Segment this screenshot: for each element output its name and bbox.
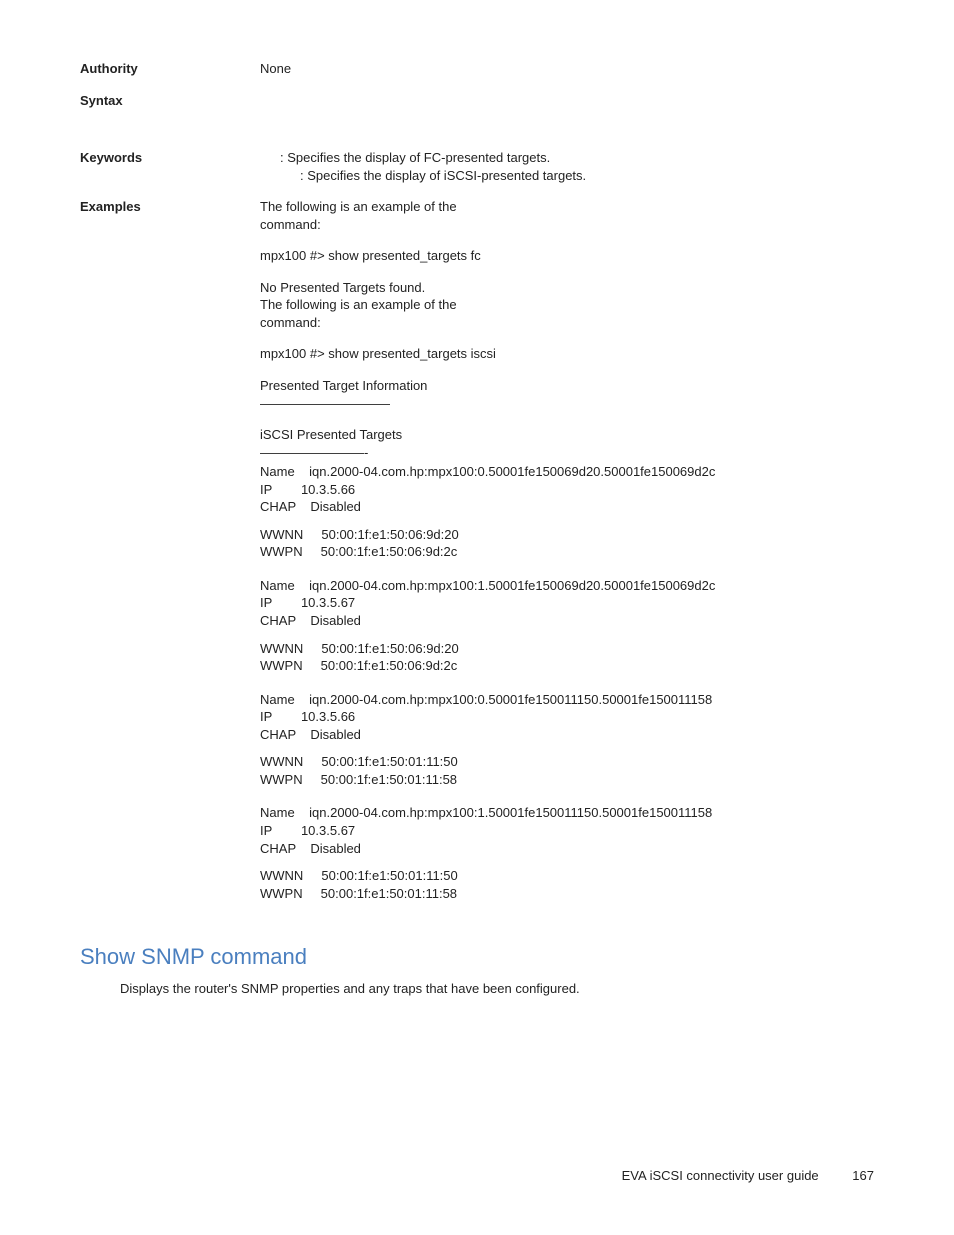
target-ip: IP 10.3.5.67 bbox=[260, 822, 874, 840]
target-chap: CHAP Disabled bbox=[260, 840, 874, 858]
example-intro-1-text: The following is an example of the bbox=[260, 199, 457, 214]
target-ww-block: WWNN 50:00:1f:e1:50:01:11:50 WWPN 50:00:… bbox=[260, 753, 874, 788]
example-intro-1: The following is an example of the comma… bbox=[260, 198, 874, 233]
example-cmd-2: mpx100 #> show presented_targets iscsi bbox=[260, 345, 874, 363]
target-chap: CHAP Disabled bbox=[260, 612, 874, 630]
target-name: Name iqn.2000-04.com.hp:mpx100:0.50001fe… bbox=[260, 463, 874, 481]
section-desc-show-snmp: Displays the router's SNMP properties an… bbox=[120, 980, 874, 998]
example-mid: No Presented Targets found. The followin… bbox=[260, 279, 874, 332]
keyword-fc: : Specifies the display of FC-presented … bbox=[260, 149, 874, 167]
pt-info-header: Presented Target Information bbox=[260, 377, 874, 395]
label-syntax: Syntax bbox=[80, 92, 260, 110]
target-block: Name iqn.2000-04.com.hp:mpx100:1.50001fe… bbox=[260, 804, 874, 857]
target-wwpn: WWPN 50:00:1f:e1:50:06:9d:2c bbox=[260, 543, 874, 561]
target-ip: IP 10.3.5.67 bbox=[260, 594, 874, 612]
keyword-iscsi: : Specifies the display of iSCSI-present… bbox=[260, 167, 874, 185]
target-wwpn: WWPN 50:00:1f:e1:50:06:9d:2c bbox=[260, 657, 874, 675]
target-wwpn: WWPN 50:00:1f:e1:50:01:11:58 bbox=[260, 885, 874, 903]
target-block: Name iqn.2000-04.com.hp:mpx100:0.50001fe… bbox=[260, 691, 874, 744]
target-wwnn: WWNN 50:00:1f:e1:50:06:9d:20 bbox=[260, 640, 874, 658]
target-ww-block: WWNN 50:00:1f:e1:50:06:9d:20 WWPN 50:00:… bbox=[260, 526, 874, 561]
footer-page-number: 167 bbox=[852, 1167, 874, 1185]
target-name: Name iqn.2000-04.com.hp:mpx100:1.50001fe… bbox=[260, 804, 874, 822]
iscsi-header-block: iSCSI Presented Targets ————————- bbox=[260, 426, 874, 461]
value-authority: None bbox=[260, 60, 874, 78]
target-name: Name iqn.2000-04.com.hp:mpx100:0.50001fe… bbox=[260, 691, 874, 709]
value-examples: The following is an example of the comma… bbox=[260, 198, 874, 902]
label-authority: Authority bbox=[80, 60, 260, 78]
target-wwnn: WWNN 50:00:1f:e1:50:01:11:50 bbox=[260, 867, 874, 885]
section-heading-show-snmp: Show SNMP command bbox=[80, 942, 874, 972]
target-block: Name iqn.2000-04.com.hp:mpx100:1.50001fe… bbox=[260, 577, 874, 630]
target-name: Name iqn.2000-04.com.hp:mpx100:1.50001fe… bbox=[260, 577, 874, 595]
pt-info-rule: —————————— bbox=[260, 395, 874, 413]
example-intro-2-text: The following is an example of the bbox=[260, 297, 457, 312]
row-keywords: Keywords : Specifies the display of FC-p… bbox=[80, 149, 874, 184]
example-cmd-1: mpx100 #> show presented_targets fc bbox=[260, 247, 874, 265]
row-authority: Authority None bbox=[80, 60, 874, 78]
footer-title: EVA iSCSI connectivity user guide bbox=[622, 1168, 819, 1183]
example-intro-2-cmd: command: bbox=[260, 315, 321, 330]
no-targets: No Presented Targets found. bbox=[260, 280, 425, 295]
pt-info-header-block: Presented Target Information —————————— bbox=[260, 377, 874, 412]
target-chap: CHAP Disabled bbox=[260, 498, 874, 516]
target-block: Name iqn.2000-04.com.hp:mpx100:0.50001fe… bbox=[260, 463, 874, 516]
target-ww-block: WWNN 50:00:1f:e1:50:01:11:50 WWPN 50:00:… bbox=[260, 867, 874, 902]
example-intro-1-cmd: command: bbox=[260, 217, 321, 232]
target-ip: IP 10.3.5.66 bbox=[260, 708, 874, 726]
label-keywords: Keywords bbox=[80, 149, 260, 167]
label-examples: Examples bbox=[80, 198, 260, 216]
target-wwnn: WWNN 50:00:1f:e1:50:01:11:50 bbox=[260, 753, 874, 771]
iscsi-header: iSCSI Presented Targets bbox=[260, 426, 874, 444]
target-wwnn: WWNN 50:00:1f:e1:50:06:9d:20 bbox=[260, 526, 874, 544]
page: Authority None Syntax Keywords : Specifi… bbox=[0, 0, 954, 1235]
row-syntax: Syntax bbox=[80, 92, 874, 110]
value-keywords: : Specifies the display of FC-presented … bbox=[260, 149, 874, 184]
target-ip: IP 10.3.5.66 bbox=[260, 481, 874, 499]
target-ww-block: WWNN 50:00:1f:e1:50:06:9d:20 WWPN 50:00:… bbox=[260, 640, 874, 675]
iscsi-rule: ————————- bbox=[260, 444, 874, 462]
target-chap: CHAP Disabled bbox=[260, 726, 874, 744]
row-examples: Examples The following is an example of … bbox=[80, 198, 874, 902]
page-footer: EVA iSCSI connectivity user guide 167 bbox=[622, 1167, 874, 1185]
target-wwpn: WWPN 50:00:1f:e1:50:01:11:58 bbox=[260, 771, 874, 789]
